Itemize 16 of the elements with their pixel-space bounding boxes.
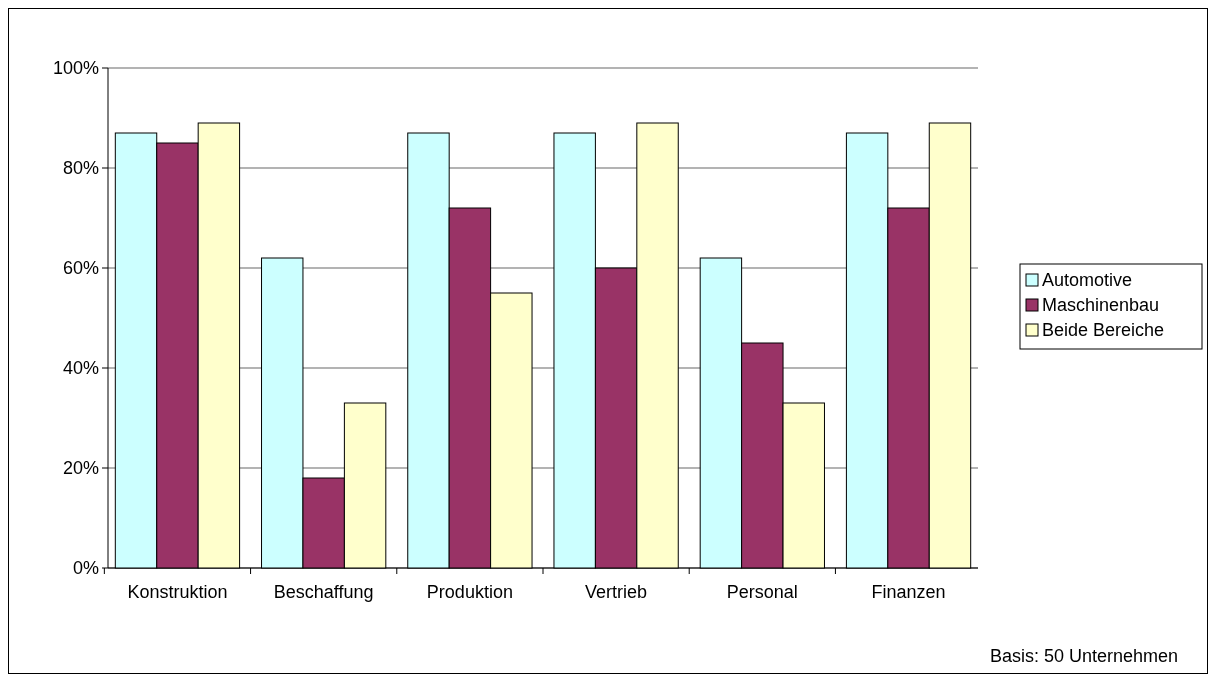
x-tick-label: Finanzen (871, 582, 946, 602)
y-tick-label: 100% (52, 58, 99, 79)
x-tick-label: Produktion (426, 582, 513, 602)
x-tick-label: Personal (726, 582, 798, 602)
y-tick-label: 80% (62, 158, 99, 179)
legend-label: Maschinenbau (1042, 295, 1160, 316)
y-tick-label: 20% (62, 458, 99, 479)
x-tick-label: Beschaffung (273, 582, 374, 602)
x-tick-label: Vertrieb (585, 582, 648, 602)
y-tick-label: 0% (72, 558, 99, 579)
y-tick-label: 60% (62, 258, 99, 279)
text: Basis: 50 Unternehmen (989, 646, 1178, 666)
y-tick-label: 40% (62, 358, 99, 379)
legend-label: Automotive (1042, 270, 1133, 291)
legend-label: Beide Bereiche (1042, 320, 1165, 341)
x-tick-label: Konstruktion (127, 582, 228, 602)
